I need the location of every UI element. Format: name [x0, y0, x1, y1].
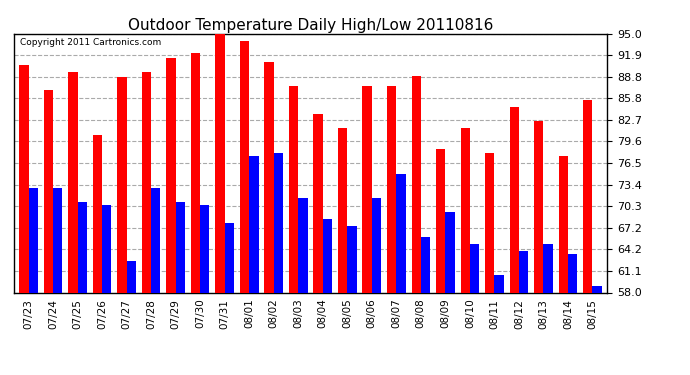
Bar — [191, 53, 200, 292]
Bar — [53, 188, 62, 292]
Bar — [436, 149, 445, 292]
Bar — [362, 86, 372, 292]
Bar — [142, 72, 151, 292]
Bar — [347, 226, 357, 292]
Bar — [544, 243, 553, 292]
Bar — [313, 114, 323, 292]
Bar — [510, 107, 519, 292]
Bar — [470, 243, 479, 292]
Bar — [68, 72, 77, 292]
Bar — [460, 128, 470, 292]
Text: Copyright 2011 Cartronics.com: Copyright 2011 Cartronics.com — [20, 38, 161, 46]
Bar — [396, 174, 406, 292]
Bar — [372, 198, 381, 292]
Bar — [289, 86, 298, 292]
Bar — [274, 153, 283, 292]
Bar — [264, 62, 274, 292]
Bar — [225, 223, 234, 292]
Bar — [338, 128, 347, 292]
Bar — [215, 34, 225, 292]
Bar — [323, 219, 332, 292]
Bar — [28, 188, 38, 292]
Bar — [19, 65, 28, 292]
Bar — [92, 135, 102, 292]
Bar — [593, 285, 602, 292]
Title: Outdoor Temperature Daily High/Low 20110816: Outdoor Temperature Daily High/Low 20110… — [128, 18, 493, 33]
Bar — [445, 212, 455, 292]
Bar — [411, 76, 421, 292]
Bar — [166, 58, 176, 292]
Bar — [485, 153, 495, 292]
Bar — [102, 205, 111, 292]
Bar — [249, 156, 259, 292]
Bar — [583, 100, 593, 292]
Bar — [43, 90, 53, 292]
Bar — [126, 261, 136, 292]
Bar — [519, 251, 529, 292]
Bar — [200, 205, 210, 292]
Bar — [176, 202, 185, 292]
Bar — [151, 188, 161, 292]
Bar — [387, 86, 396, 292]
Bar — [568, 254, 578, 292]
Bar — [298, 198, 308, 292]
Bar — [421, 237, 430, 292]
Bar — [534, 121, 544, 292]
Bar — [117, 77, 126, 292]
Bar — [495, 275, 504, 292]
Bar — [559, 156, 568, 292]
Bar — [77, 202, 87, 292]
Bar — [240, 41, 249, 292]
